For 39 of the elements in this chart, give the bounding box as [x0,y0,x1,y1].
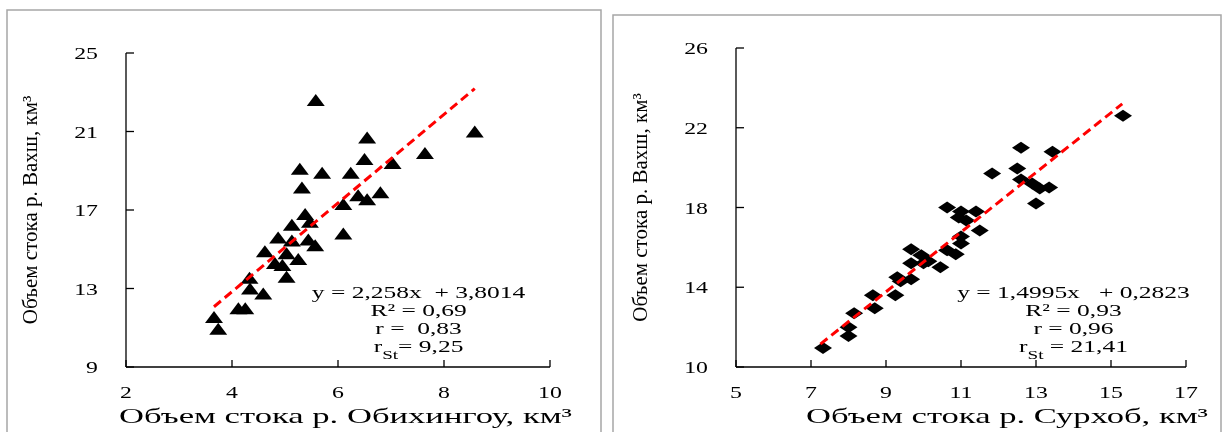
y-tick-label: 10 [684,358,708,377]
x-axis-title: Объем стока р. Обихингоу, км³ [119,403,573,428]
x-tick-label: 7 [805,383,817,402]
x-tick-label: 5 [730,383,742,402]
x-tick-label: 15 [1099,383,1123,402]
x-tick-label: 6 [332,383,344,402]
annotation: R² = 0,93 [1025,301,1122,320]
annotation: y = 1,4995x + 0,2823 [957,283,1190,302]
x-axis-title: Объем стока р. Сурхоб, км³ [805,403,1209,428]
y-axis-title: Объем стока р. Вахш, км³ [628,93,652,322]
x-tick-label: 9 [880,383,892,402]
x-tick-label: 8 [438,383,450,402]
annotation: r$_{St}$= 9,25 [373,337,464,363]
y-tick-label: 22 [684,118,708,138]
point [1012,141,1030,154]
y-tick-label: 26 [684,39,708,58]
point [1027,197,1045,210]
annotation: r = 0,96 [1033,319,1114,338]
annotation: R² = 0,69 [370,301,467,320]
point [814,342,832,355]
y-tick-label: 17 [74,201,98,220]
annotation: y = 2,258x + 3,8014 [311,283,526,302]
x-tick-label: 13 [1024,383,1048,402]
y-tick-label: 14 [684,278,709,297]
y-tick-label: 13 [74,279,98,298]
y-tick-label: 21 [74,122,98,141]
y-axis-title: Объем стока р. Вахш, км³ [18,95,42,325]
point [967,205,985,218]
x-tick-label: 10 [538,383,562,402]
y-tick-label: 25 [74,44,98,63]
x-tick-label: 2 [120,383,132,402]
y-tick-label: 18 [684,198,708,217]
x-tick-label: 17 [1174,383,1198,402]
x-tick-label: 11 [949,383,973,402]
point [1114,109,1132,122]
annotation: r = 0,83 [375,319,462,338]
y-tick-label: 9 [86,358,98,377]
annotation: r$_{St}$ = 21,41 [1019,337,1128,363]
x-tick-label: 4 [226,383,239,402]
